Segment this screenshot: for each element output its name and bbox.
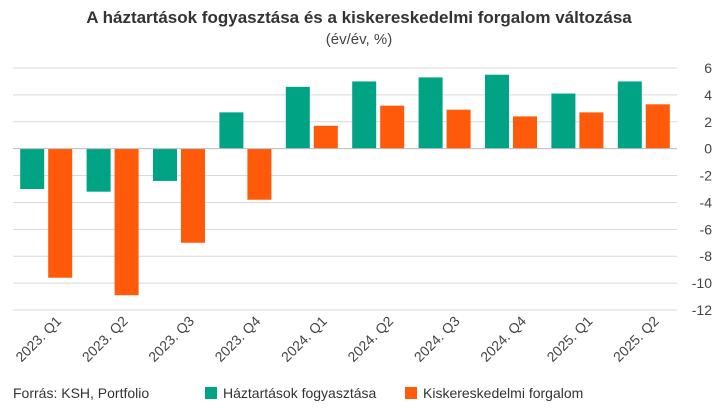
x-tick-label: 2025. Q1 xyxy=(543,313,595,365)
bar-household-consumption xyxy=(219,112,244,149)
x-tick-label: 2024. Q2 xyxy=(344,313,396,365)
y-tick-label: 2 xyxy=(704,114,712,130)
bar-retail-sales xyxy=(313,125,338,149)
y-tick-label: -10 xyxy=(692,275,712,291)
y-tick-label: 6 xyxy=(704,60,712,76)
bars xyxy=(20,74,670,296)
y-axis-ticks: 6 4 2 0 -2 -4 -6 -8 -10 -12 xyxy=(692,60,712,318)
bar-retail-sales xyxy=(247,148,272,200)
x-tick-label: 2023. Q3 xyxy=(145,313,197,365)
y-tick-label: -4 xyxy=(700,194,713,210)
y-tick-label: -2 xyxy=(700,168,713,184)
legend-swatch-retail-sales xyxy=(405,387,417,399)
legend-label-household-consumption: Háztartások fogyasztása xyxy=(223,385,377,401)
x-tick-label: 2023. Q4 xyxy=(211,313,263,365)
y-tick-label: -8 xyxy=(700,248,713,264)
x-tick-label: 2023. Q1 xyxy=(12,313,64,365)
legend-item-retail-sales: Kiskereskedelmi forgalom xyxy=(405,385,583,401)
bar-household-consumption xyxy=(485,74,509,149)
bar-household-consumption xyxy=(617,81,642,149)
bar-retail-sales xyxy=(114,148,139,296)
bar-household-consumption xyxy=(153,148,177,181)
gridlines xyxy=(13,67,677,311)
legend-label-retail-sales: Kiskereskedelmi forgalom xyxy=(423,385,584,401)
source-note: Forrás: KSH, Portfolio xyxy=(13,385,150,401)
x-tick-label: 2024. Q1 xyxy=(278,313,330,365)
bar-retail-sales xyxy=(645,104,670,149)
x-tick-label: 2024. Q3 xyxy=(411,313,463,365)
bar-household-consumption xyxy=(352,81,377,149)
bar-retail-sales xyxy=(579,112,604,149)
bar-household-consumption xyxy=(86,148,111,192)
legend-swatch-household-consumption xyxy=(205,387,217,399)
x-tick-label: 2024. Q4 xyxy=(477,313,529,365)
y-tick-label: -6 xyxy=(700,221,713,237)
y-tick-label: -12 xyxy=(692,302,712,318)
chart-title: A háztartások fogyasztása és a kiskeresk… xyxy=(86,8,632,27)
x-axis-ticks: 2023. Q1 2023. Q2 2023. Q3 2023. Q4 2024. Q1… xyxy=(12,313,662,365)
bar-household-consumption xyxy=(285,86,310,149)
bar-retail-sales xyxy=(380,105,405,149)
bar-household-consumption xyxy=(418,77,443,149)
x-tick-label: 2025. Q2 xyxy=(610,313,662,365)
bar-household-consumption xyxy=(20,148,45,189)
x-tick-label: 2023. Q2 xyxy=(79,313,131,365)
bar-household-consumption xyxy=(551,93,576,149)
bar-retail-sales xyxy=(48,148,73,278)
y-tick-label: 0 xyxy=(704,141,712,157)
y-tick-label: 4 xyxy=(704,87,712,103)
chart-subtitle: (év/év, %) xyxy=(325,31,393,48)
bar-retail-sales xyxy=(446,109,471,149)
legend-item-household-consumption: Háztartások fogyasztása xyxy=(205,385,376,401)
bar-retail-sales xyxy=(513,116,537,149)
bar-retail-sales xyxy=(181,148,205,243)
